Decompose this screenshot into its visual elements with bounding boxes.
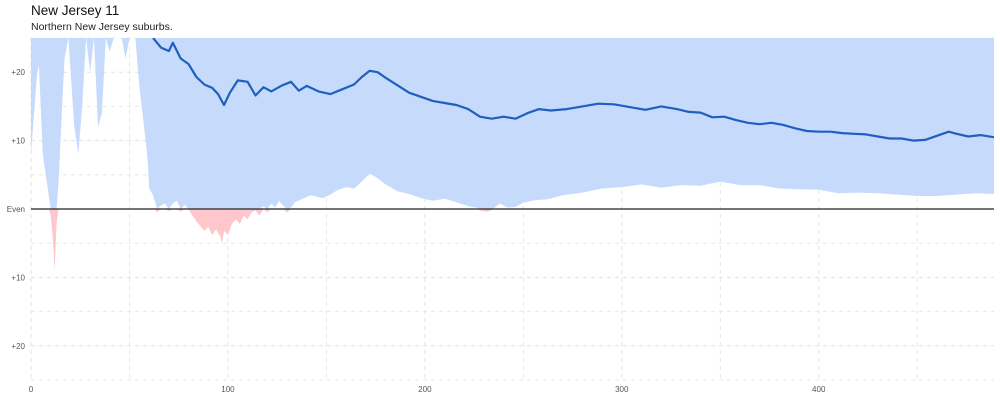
negative-band-area	[31, 209, 994, 271]
x-axis-labels: 0 100 200 300 400	[29, 385, 826, 394]
x-tick-label-0: 0	[29, 385, 34, 394]
chart-title: New Jersey 11	[31, 3, 120, 18]
y-tick-label-1: +10	[11, 137, 25, 146]
x-tick-label-3: 300	[615, 385, 629, 394]
positive-band-area	[31, 38, 994, 209]
x-tick-label-2: 200	[418, 385, 432, 394]
estimate-line	[152, 38, 994, 142]
y-axis-labels: +20 +10 Even +10 +20	[7, 68, 26, 351]
y-tick-label-3: +10	[11, 273, 25, 282]
y-tick-label-2: Even	[7, 205, 25, 214]
y-tick-label-0: +20	[11, 68, 25, 77]
x-tick-label-1: 100	[221, 385, 235, 394]
x-tick-label-4: 400	[812, 385, 826, 394]
y-tick-label-4: +20	[11, 342, 25, 351]
chart-subtitle: Northern New Jersey suburbs.	[31, 21, 173, 33]
confidence-band	[31, 38, 994, 271]
